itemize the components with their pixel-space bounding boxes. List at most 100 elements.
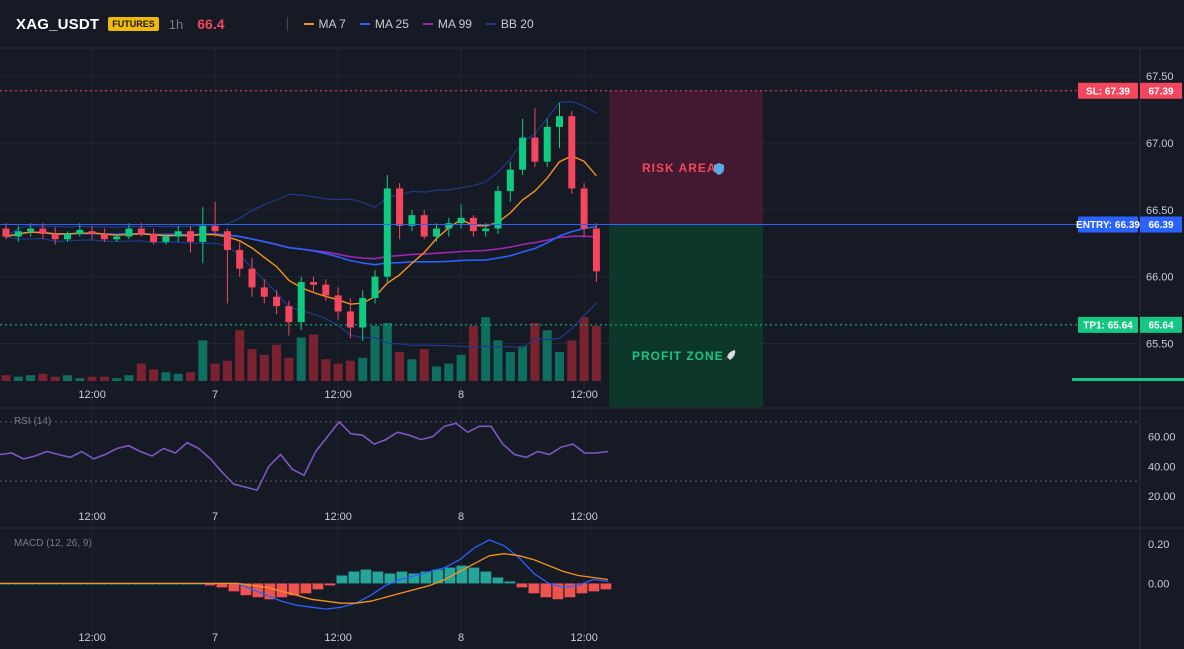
macd-bar (600, 583, 612, 590)
candle-body (568, 116, 576, 189)
candle-body (334, 295, 342, 312)
candle-body (494, 191, 502, 229)
candle-body (273, 296, 281, 307)
candle-body (187, 231, 194, 242)
volume-bar (493, 340, 503, 381)
tp-level-tag-label: TP1: 65.64 (1083, 320, 1133, 331)
volume-bars (1, 317, 601, 381)
sl-level-price-label: 67.39 (1148, 86, 1173, 97)
price-tick: 66.00 (1146, 272, 1174, 284)
rocket-body (727, 350, 736, 360)
volume-bar (1, 375, 11, 381)
legend-label-ma7: MA 7 (318, 17, 346, 31)
tp-level-price-bg (1140, 316, 1182, 333)
volume-bar (173, 373, 183, 381)
volume-bar (530, 323, 540, 381)
interval-selector[interactable]: 1h (168, 16, 184, 32)
shield-icon (714, 163, 724, 175)
volume-bar (112, 378, 122, 381)
legend-label-bb20: BB 20 (500, 17, 534, 31)
macd-bar (324, 583, 336, 586)
profit-zone (609, 224, 763, 407)
sl-level-price-bg (1140, 82, 1182, 99)
candle-body (236, 249, 244, 269)
macd-bar (492, 577, 504, 584)
volume-bar (345, 360, 355, 381)
macd-bar (372, 571, 384, 584)
futures-badge: FUTURES (108, 17, 159, 31)
macd-bar (312, 583, 324, 590)
symbol-name[interactable]: XAG_USDT (16, 15, 100, 33)
volume-bar (26, 375, 36, 381)
volume-bar (87, 376, 97, 381)
candle-body (285, 306, 293, 323)
volume-bar (382, 323, 392, 381)
candle-body (346, 311, 354, 328)
candle-body (445, 223, 453, 229)
volume-bar (444, 363, 454, 381)
time-tick: 8 (458, 511, 464, 523)
macd-bar (552, 583, 564, 600)
candle-body (543, 126, 551, 162)
rsi-tick: 60.00 (1148, 432, 1176, 444)
volume-bar (63, 375, 72, 381)
volume-bar (481, 317, 491, 381)
tp-marker (1072, 378, 1184, 381)
candle-body (174, 231, 182, 237)
volume-bar (309, 334, 318, 381)
legend-ma99[interactable]: MA 99 (422, 17, 472, 31)
candle-body (592, 228, 600, 272)
candle-body (223, 231, 231, 250)
macd-bar (216, 583, 228, 588)
volume-bar (370, 325, 380, 381)
time-tick: 8 (458, 632, 464, 644)
candle-body (519, 137, 527, 170)
entry-level-tag-bg (1078, 216, 1138, 233)
volume-bar (395, 352, 405, 381)
volume-bar (505, 352, 515, 381)
candle-body (260, 287, 268, 297)
candle-body (359, 298, 367, 328)
candle-body (39, 228, 47, 234)
legend-swatch-ma25 (359, 23, 370, 25)
candle-body (580, 188, 588, 229)
profit-zone-label: PROFIT ZONE (632, 349, 724, 363)
legend-ma25[interactable]: MA 25 (359, 17, 409, 31)
volume-bar (99, 376, 109, 381)
candle-body (248, 268, 256, 288)
volume-bar (518, 346, 528, 381)
time-tick: 8 (458, 389, 464, 401)
candle-body (433, 228, 440, 237)
volume-bar (358, 357, 368, 381)
risk-zone (609, 90, 763, 225)
volume-bar (272, 344, 282, 381)
volume-bar (419, 349, 429, 381)
candle-body (310, 282, 317, 285)
volume-bar (38, 373, 48, 381)
macd-bar (456, 565, 468, 584)
candle-body (408, 215, 416, 226)
volume-bar (222, 360, 232, 381)
sl-level-tag-label: SL: 67.39 (1086, 86, 1130, 97)
time-tick: 12:00 (570, 632, 598, 644)
volume-bar (235, 330, 245, 381)
macd-title: MACD (12, 26, 9) (14, 538, 92, 549)
volume-bar (333, 363, 343, 381)
candle-body (457, 217, 465, 224)
legend-swatch-ma99 (422, 23, 433, 25)
volume-bar (296, 337, 306, 381)
legend-label-ma25: MA 25 (374, 17, 409, 31)
candle-body (137, 228, 145, 234)
time-tick: 7 (212, 511, 218, 523)
macd-line (0, 539, 609, 610)
macd-bar (588, 583, 600, 592)
legend-bb20[interactable]: BB 20 (485, 17, 534, 31)
candle-body (100, 233, 108, 240)
candle-body (88, 231, 96, 234)
entry-level-tag-label: ENTRY: 66.39 (1076, 220, 1140, 231)
legend-ma7[interactable]: MA 7 (303, 17, 346, 31)
time-tick: 7 (212, 632, 218, 644)
volume-bar (432, 366, 441, 381)
chart-header: XAG_USDT FUTURES 1h 66.4 MA 7 MA 25 MA 9… (0, 0, 1184, 48)
